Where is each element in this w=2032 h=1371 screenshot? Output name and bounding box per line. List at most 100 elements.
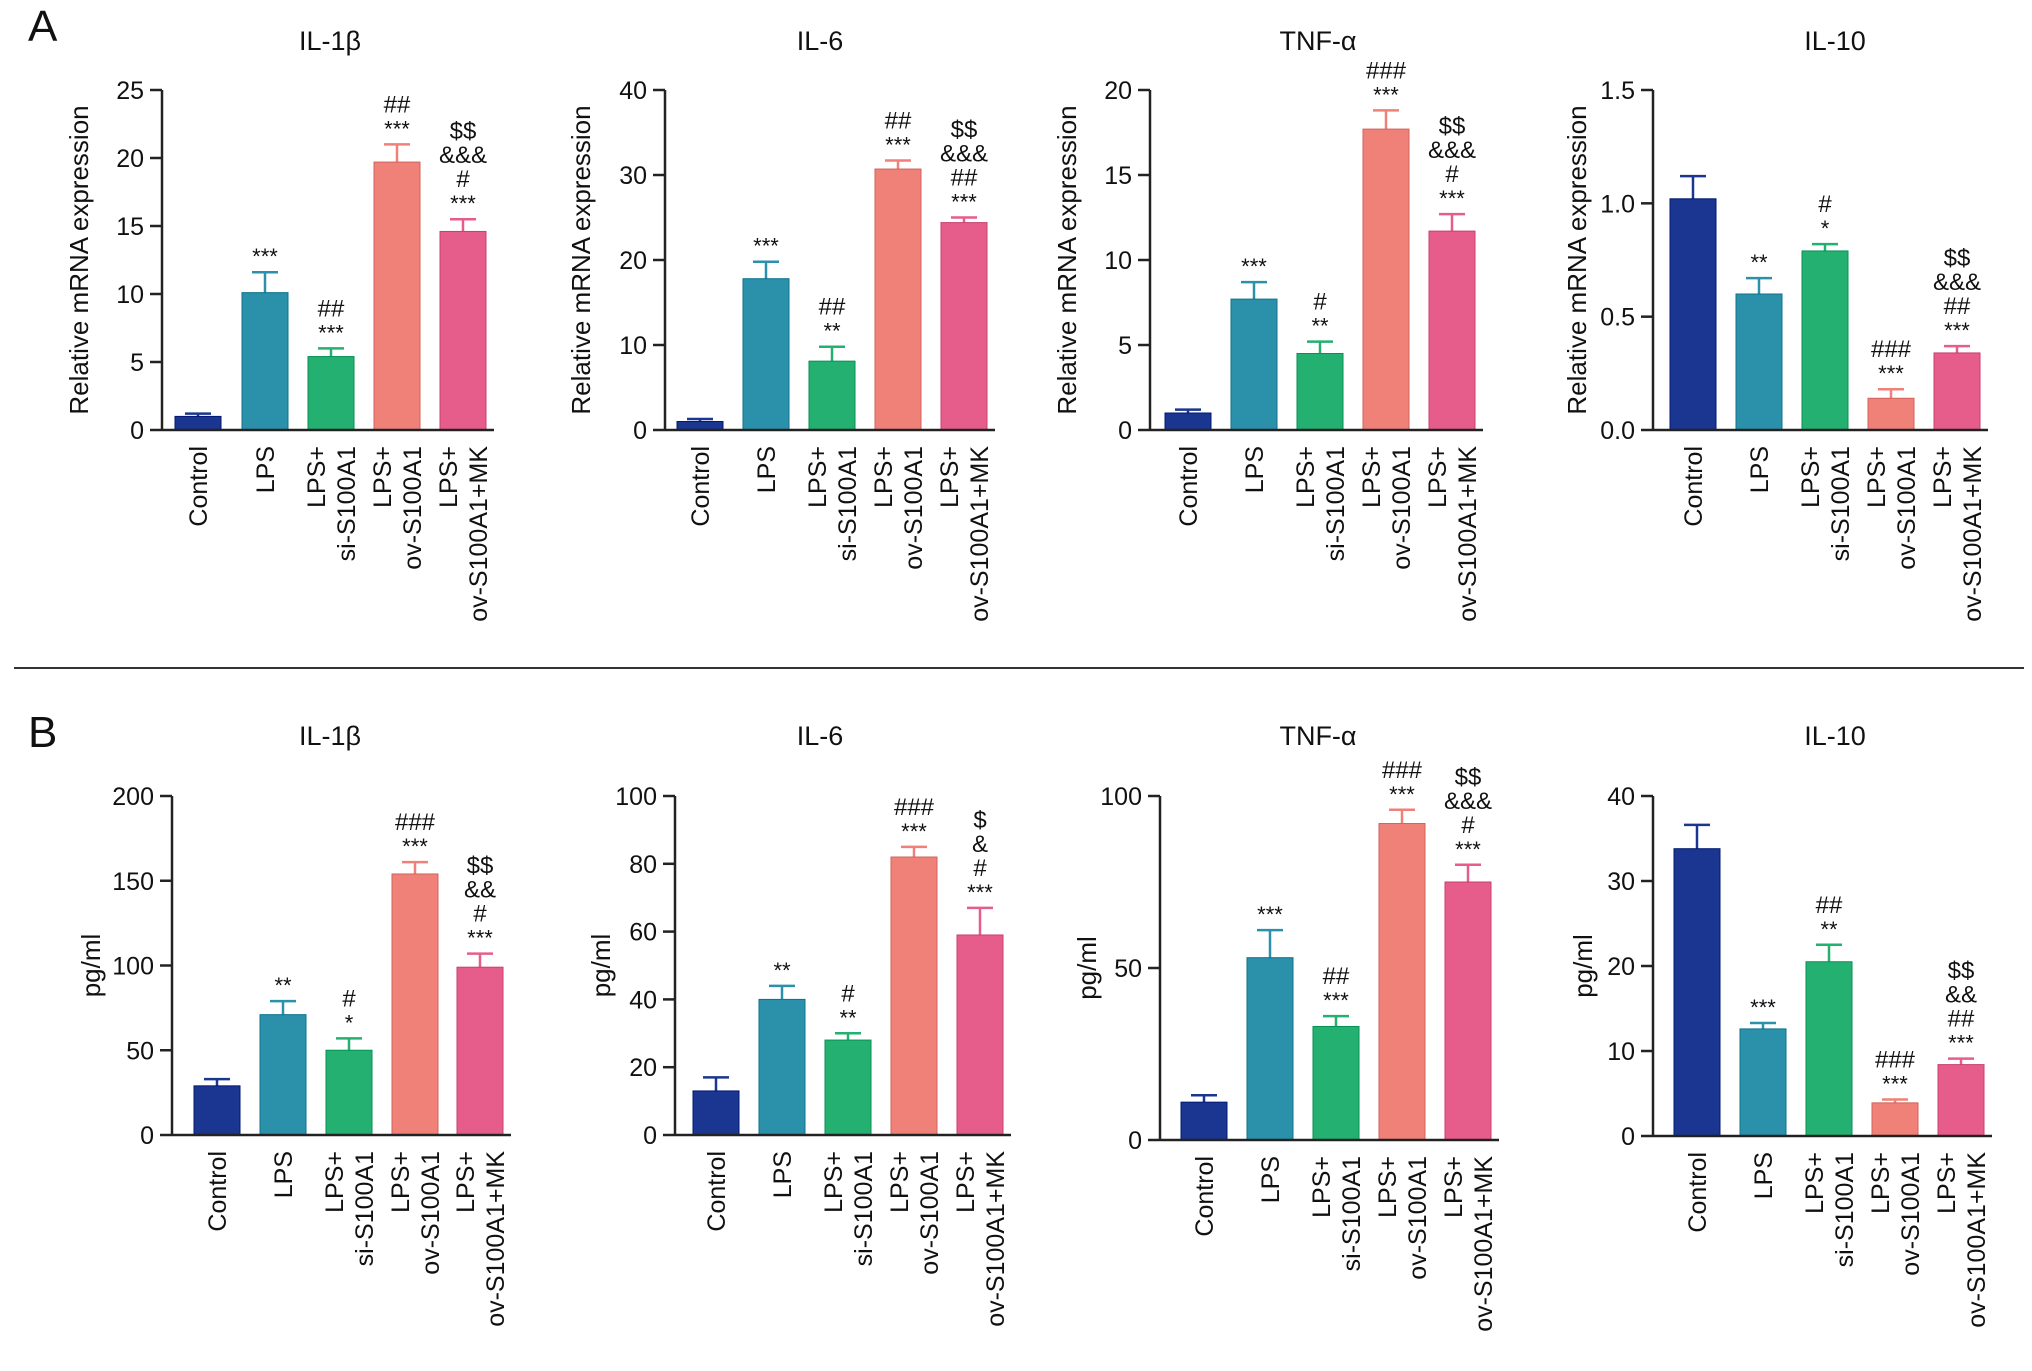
significance-label: #: [456, 166, 470, 193]
y-tick-label: 20: [116, 145, 144, 173]
significance-label: &: [972, 831, 988, 858]
significance-label: &&&: [1428, 137, 1476, 164]
significance-label: ###: [894, 794, 935, 821]
x-tick-label: LPS+: [1424, 446, 1452, 508]
chart-title: IL-1β: [299, 26, 361, 56]
x-tick-label: ov-S100A1+MK: [1963, 1152, 1991, 1328]
x-tick-label: ov-S100A1+MK: [982, 1151, 1010, 1327]
x-tick-label: Control: [1175, 446, 1203, 527]
chart-title: IL-10: [1804, 26, 1866, 56]
bar-4: [391, 873, 439, 1136]
significance-label: ***: [1948, 1031, 1974, 1056]
significance-label: $$: [450, 118, 477, 145]
x-tick-label: LPS+: [1292, 446, 1320, 508]
significance-label: #: [1313, 289, 1327, 316]
y-axis-label: Relative mRNA expression: [1052, 105, 1082, 414]
y-tick-label: 0: [130, 417, 144, 445]
y-tick-label: 40: [629, 986, 657, 1014]
bar-4: [1362, 128, 1410, 431]
bar-3: [325, 1049, 373, 1136]
significance-label: &&&: [940, 141, 988, 168]
bar-3: [808, 360, 856, 431]
y-tick-label: 10: [1104, 247, 1132, 275]
y-tick-label: 20: [619, 247, 647, 275]
x-tick-label: Control: [687, 446, 715, 527]
panel-divider: [14, 667, 2024, 669]
y-tick-label: 0.5: [1600, 304, 1635, 332]
x-tick-label: ov-S100A1+MK: [482, 1151, 510, 1327]
y-tick-label: 20: [1607, 953, 1635, 981]
significance-label: #: [473, 901, 487, 928]
x-tick-label: LPS+: [1374, 1156, 1402, 1218]
x-tick-label: ov-S100A1: [1893, 446, 1921, 570]
x-tick-label: LPS+: [1358, 446, 1386, 508]
y-tick-label: 60: [629, 919, 657, 947]
x-tick-label: ov-S100A1: [417, 1151, 445, 1275]
x-tick-label: si-S100A1: [1827, 446, 1855, 561]
x-tick-label: LPS+: [870, 446, 898, 508]
significance-label: ##: [1944, 293, 1971, 320]
significance-label: ***: [402, 834, 428, 859]
bar-2: [1739, 1028, 1787, 1137]
y-axis-label: pg/ml: [1568, 934, 1598, 998]
x-tick-label: LPS: [270, 1151, 298, 1198]
significance-label: ***: [1439, 186, 1465, 211]
bar-2: [742, 278, 790, 431]
significance-label: *: [1821, 216, 1830, 241]
significance-label: ###: [1875, 1046, 1916, 1073]
significance-label: #: [1461, 812, 1475, 839]
x-tick-label: si-S100A1: [1322, 446, 1350, 561]
chart-title: IL-6: [797, 721, 844, 751]
x-tick-label: LPS: [753, 446, 781, 493]
bar-1: [193, 1085, 241, 1136]
significance-label: ***: [753, 234, 779, 259]
bar-1: [676, 421, 724, 431]
significance-label: ***: [1750, 995, 1776, 1020]
y-tick-label: 5: [130, 349, 144, 377]
x-tick-label: si-S100A1: [1338, 1156, 1366, 1271]
y-axis-label: pg/ml: [1072, 936, 1102, 1000]
x-tick-label: Control: [1680, 446, 1708, 527]
chart-title: TNF-α: [1279, 721, 1356, 751]
y-axis-label: Relative mRNA expression: [566, 105, 596, 414]
significance-label: ###: [395, 809, 436, 836]
y-axis-label: Relative mRNA expression: [1562, 105, 1592, 414]
y-tick-label: 10: [116, 281, 144, 309]
x-tick-label: LPS+: [820, 1151, 848, 1213]
y-tick-label: 100: [615, 783, 657, 811]
bar-5: [1937, 1064, 1985, 1137]
y-tick-label: 20: [629, 1054, 657, 1082]
bar-3: [1312, 1025, 1360, 1141]
x-tick-label: LPS+: [435, 446, 463, 508]
y-tick-label: 30: [619, 162, 647, 190]
significance-label: &&: [464, 877, 496, 904]
significance-label: #: [342, 985, 356, 1012]
significance-label: $$: [951, 117, 978, 144]
x-tick-label: LPS: [769, 1151, 797, 1198]
significance-label: **: [823, 319, 841, 344]
chart-title: IL-10: [1804, 721, 1866, 751]
y-tick-label: 5: [1118, 332, 1132, 360]
x-tick-label: LPS+: [1801, 1152, 1829, 1214]
x-tick-label: LPS: [252, 446, 280, 493]
bar-3: [307, 356, 355, 431]
bar-1: [692, 1090, 740, 1136]
significance-label: $$: [1455, 764, 1482, 791]
x-tick-label: ov-S100A1+MK: [465, 446, 493, 622]
significance-label: ***: [450, 191, 476, 216]
y-tick-label: 50: [1114, 955, 1142, 983]
significance-label: &&&: [1933, 269, 1981, 296]
significance-label: ***: [252, 244, 278, 269]
bar-2: [1246, 957, 1294, 1141]
significance-label: &&&: [439, 142, 487, 169]
significance-label: #: [1445, 161, 1459, 188]
x-tick-label: si-S100A1: [1831, 1152, 1859, 1267]
y-tick-label: 0.0: [1600, 417, 1635, 445]
bar-1: [1669, 198, 1717, 431]
bar-5: [956, 934, 1004, 1136]
x-tick-label: ov-S100A1+MK: [966, 446, 994, 622]
bar-4: [1867, 397, 1915, 431]
x-tick-label: ov-S100A1: [1897, 1152, 1925, 1276]
x-tick-label: si-S100A1: [351, 1151, 379, 1266]
significance-label: #: [1818, 191, 1832, 218]
